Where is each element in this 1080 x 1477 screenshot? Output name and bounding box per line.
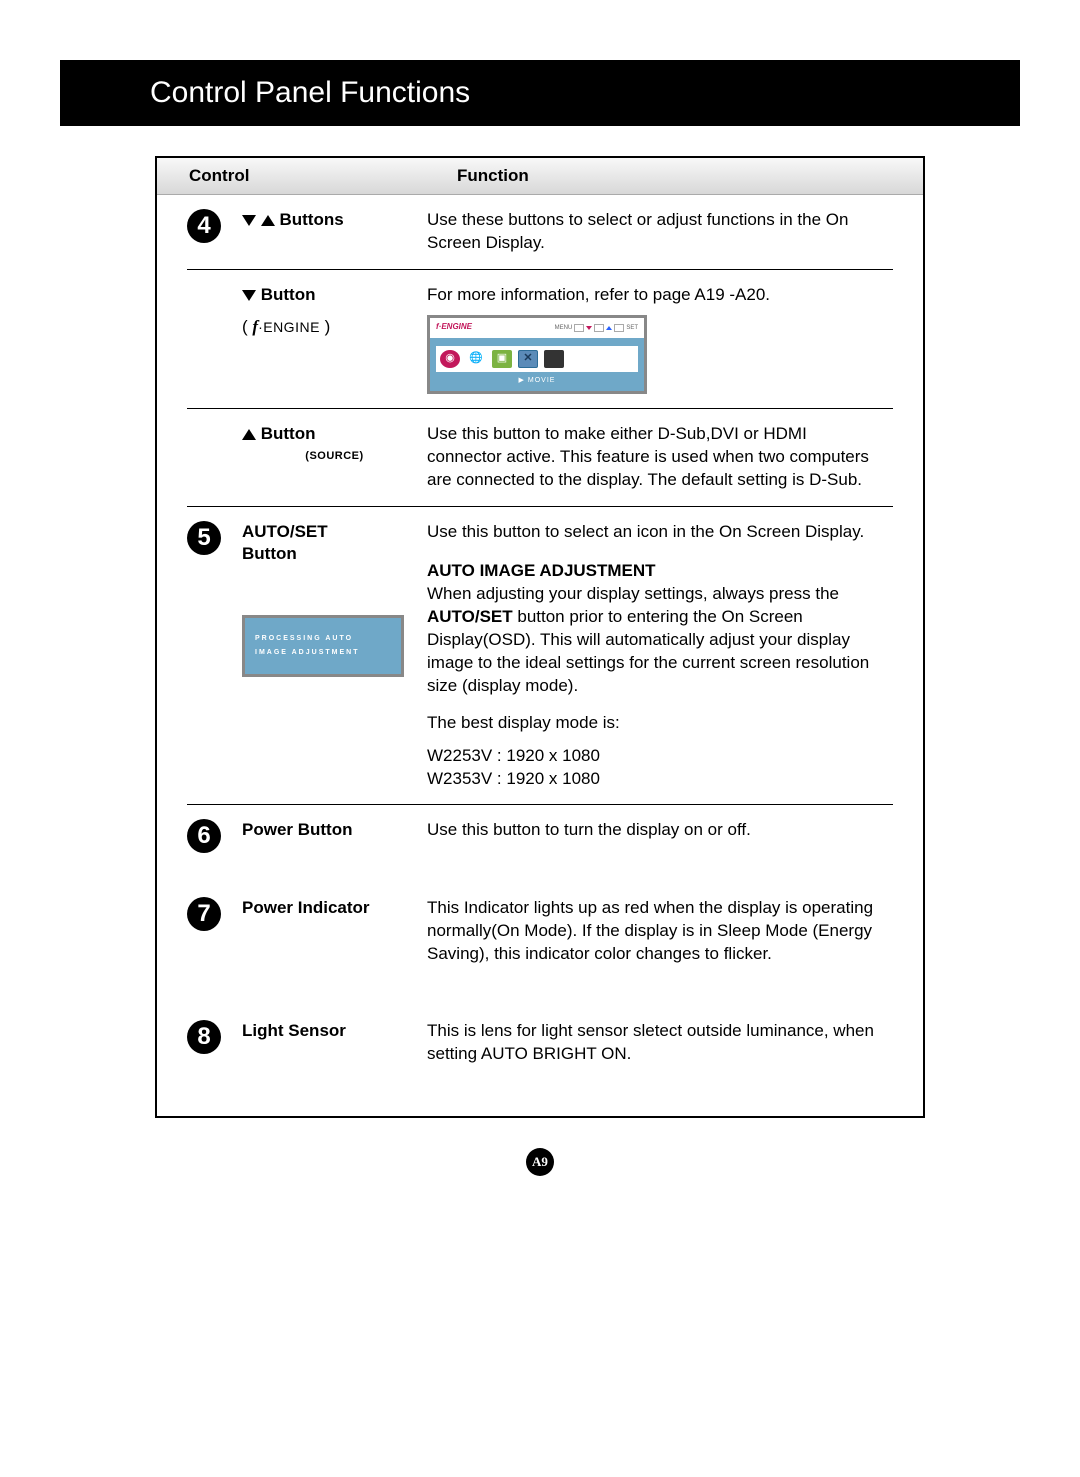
osd-menu-label: MENU — [555, 324, 573, 332]
osd-fe-label: f·ENGINE — [436, 322, 472, 333]
control-label: Light Sensor — [242, 1020, 427, 1066]
auto-box-line: PROCESSING AUTO — [255, 632, 391, 646]
item-number-icon: 6 — [187, 819, 221, 853]
func-text: When adjusting your display settings, al… — [427, 584, 839, 603]
auto-box-line: IMAGE ADJUSTMENT — [255, 646, 391, 660]
buttons-label: Buttons — [279, 210, 343, 229]
function-text: Use these buttons to select or adjust fu… — [427, 209, 893, 255]
page-title: Control Panel Functions — [60, 60, 1020, 126]
table-row: Button (SOURCE) Use this button to make … — [187, 409, 893, 507]
header-control: Control — [157, 158, 457, 194]
func-line: For more information, refer to page A19 … — [427, 284, 883, 307]
function-text: Use this button to make either D-Sub,DVI… — [427, 423, 893, 492]
page-number: A9 — [526, 1148, 554, 1176]
item-number-icon: 5 — [187, 521, 221, 555]
function-text: For more information, refer to page A19 … — [427, 284, 893, 394]
table-row: 6 Power Button Use this button to turn t… — [187, 805, 893, 883]
display-mode: W2253V : 1920 x 1080 — [427, 745, 883, 768]
table-row: Button ( f·ENGINE ) For more information… — [187, 270, 893, 409]
osd-normal-icon: ✕ — [518, 350, 538, 368]
table-row: 7 Power Indicator This Indicator lights … — [187, 883, 893, 1006]
control-label: Button (SOURCE) — [242, 423, 427, 492]
osd-icon-row: ◉ 🌐 ▣ ✕ — [436, 346, 638, 372]
control-label: Power Indicator — [242, 897, 427, 966]
control-label: Button ( f·ENGINE ) — [242, 284, 427, 394]
osd-demo-icon — [544, 350, 564, 368]
osd-user-icon: ▣ — [492, 350, 512, 368]
triangle-down-icon — [242, 215, 256, 226]
triangle-down-icon — [242, 290, 256, 301]
osd-internet-icon: 🌐 — [466, 350, 486, 368]
function-text: This is lens for light sensor sletect ou… — [427, 1020, 893, 1066]
auto-processing-box: PROCESSING AUTO IMAGE ADJUSTMENT — [242, 615, 404, 677]
table-header-row: Control Function — [157, 158, 923, 195]
osd-preview-box: f·ENGINE MENU SET ◉ — [427, 315, 647, 394]
engine-text: ENGINE — [263, 319, 320, 335]
manual-page: Control Panel Functions Control Function… — [0, 60, 1080, 1216]
osd-box-icon — [574, 324, 584, 332]
header-function: Function — [457, 158, 923, 194]
autoset-inline: AUTO/SET — [427, 607, 513, 626]
table-row: 8 Light Sensor This is lens for light se… — [187, 1006, 893, 1116]
osd-box-icon — [594, 324, 604, 332]
item-number-icon: 4 — [187, 209, 221, 243]
osd-movie-icon: ◉ — [440, 350, 460, 368]
osd-up-icon — [606, 326, 612, 330]
autoset-label: AUTO/SET — [242, 521, 427, 543]
display-mode: W2353V : 1920 x 1080 — [427, 768, 883, 791]
source-sublabel: (SOURCE) — [242, 449, 427, 463]
triangle-up-icon — [261, 215, 275, 226]
table-row: 4 Buttons Use these buttons to select or… — [187, 195, 893, 270]
osd-set-label: SET — [626, 324, 638, 332]
func-line: Use this button to select an icon in the… — [427, 521, 883, 544]
osd-down-icon — [586, 326, 592, 330]
button-label: Button — [261, 285, 316, 304]
item-number-icon: 7 — [187, 897, 221, 931]
table-row: 5 AUTO/SET Button PROCESSING AUTO IMAGE … — [187, 507, 893, 805]
function-text: Use this button to select an icon in the… — [427, 521, 893, 790]
osd-movie-label: ▶ MOVIE — [436, 372, 638, 387]
osd-box-icon — [614, 324, 624, 332]
button-label: Button — [242, 543, 427, 565]
auto-image-heading: AUTO IMAGE ADJUSTMENT — [427, 561, 656, 580]
control-label: Buttons — [242, 209, 427, 255]
button-label: Button — [261, 424, 316, 443]
triangle-up-icon — [242, 429, 256, 440]
function-text: Use this button to turn the display on o… — [427, 819, 893, 853]
control-function-table: Control Function 4 Buttons Use these but… — [155, 156, 925, 1118]
item-number-icon: 8 — [187, 1020, 221, 1054]
best-mode-label: The best display mode is: — [427, 712, 883, 735]
control-label: AUTO/SET Button PROCESSING AUTO IMAGE AD… — [242, 521, 427, 790]
function-text: This Indicator lights up as red when the… — [427, 897, 893, 966]
control-label: Power Button — [242, 819, 427, 853]
